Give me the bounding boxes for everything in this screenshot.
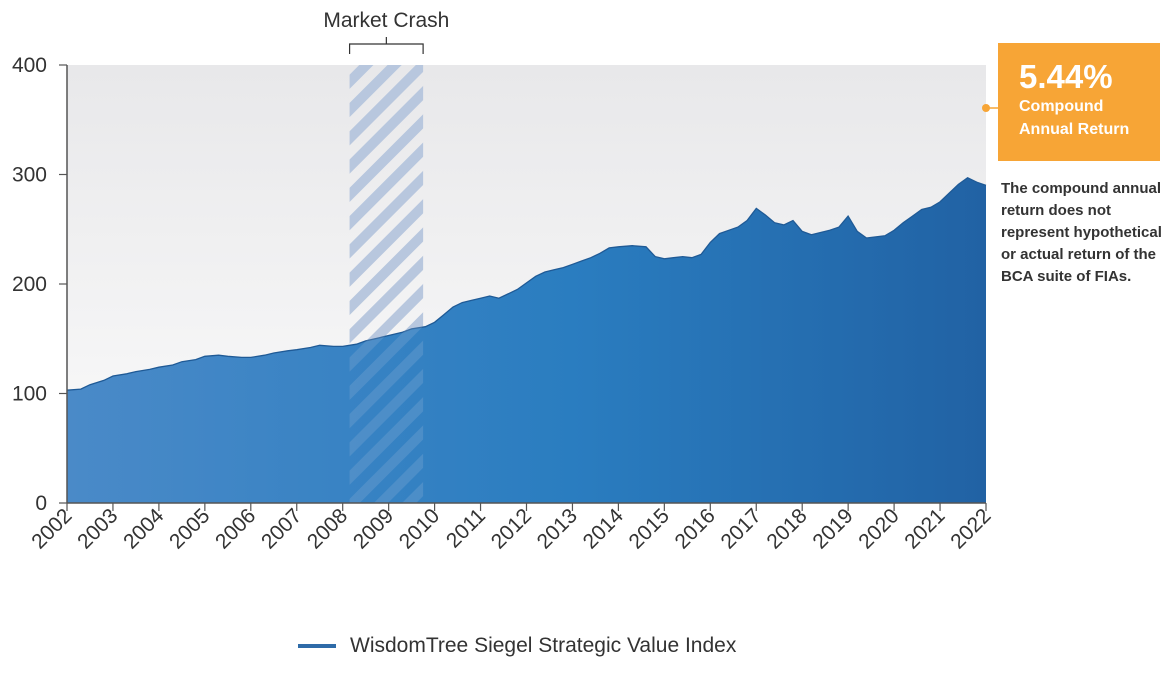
x-tick-label: 2015 — [625, 504, 674, 553]
x-tick-label: 2011 — [442, 504, 490, 552]
x-tick-label: 2022 — [946, 504, 995, 553]
x-tick-label: 2010 — [395, 504, 444, 553]
market-crash-label: Market Crash — [323, 9, 449, 32]
x-tick-label: 2012 — [487, 504, 536, 553]
x-tick-label: 2020 — [854, 504, 903, 553]
cagr-caption: Compound Annual Return — [1019, 98, 1130, 138]
legend-swatch — [298, 644, 336, 648]
x-tick-label: 2013 — [533, 504, 582, 553]
y-tick-label: 200 — [12, 273, 47, 296]
x-tick-label: 2004 — [119, 504, 169, 554]
legend-label: WisdomTree Siegel Strategic Value Index — [350, 634, 737, 657]
x-tick-label: 2006 — [211, 504, 260, 553]
x-tick-label: 2014 — [579, 504, 629, 554]
crash-bracket — [348, 37, 424, 54]
x-tick-label: 2008 — [303, 504, 352, 553]
crash-hatch-overlay — [349, 65, 424, 503]
x-tick-label: 2019 — [808, 504, 857, 553]
y-tick-label: 0 — [35, 492, 47, 515]
series-area-group — [66, 65, 998, 504]
x-tick-label: 2021 — [900, 504, 949, 553]
x-tick-label: 2009 — [349, 504, 398, 553]
y-tick-label: 400 — [12, 54, 47, 77]
cagr-value: 5.44% — [1019, 58, 1113, 95]
cagr-callout: 5.44% Compound Annual Return — [998, 43, 1160, 161]
y-tick-label: 300 — [12, 164, 47, 187]
series-area — [67, 177, 986, 504]
x-tick-label: 2017 — [716, 504, 765, 553]
disclaimer-text: The compound annual return does not repr… — [1001, 180, 1162, 285]
y-tick-label: 100 — [12, 383, 47, 406]
legend: WisdomTree Siegel Strategic Value Index — [298, 634, 736, 658]
series-line — [66, 177, 987, 391]
x-tick-label: 2007 — [257, 504, 306, 553]
x-tick-label: 2018 — [762, 504, 811, 553]
x-tick-label: 2003 — [73, 504, 122, 553]
cagr-marker — [982, 104, 990, 112]
x-tick-label: 2005 — [165, 504, 214, 553]
x-tick-label: 2016 — [671, 504, 720, 553]
